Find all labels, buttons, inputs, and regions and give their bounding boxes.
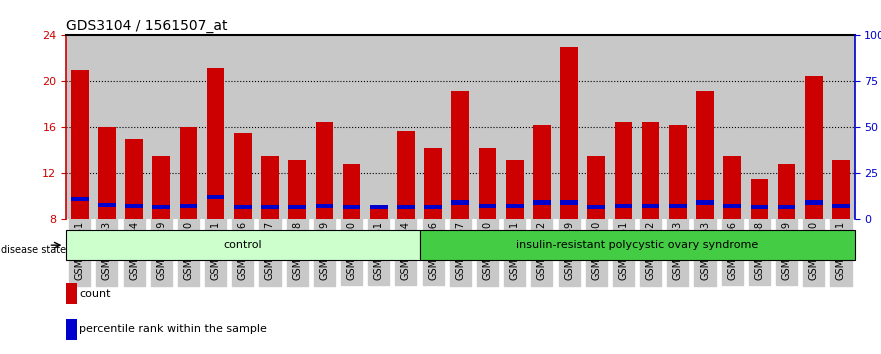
Bar <box>692 35 719 219</box>
Bar <box>642 204 660 208</box>
Bar <box>751 205 768 209</box>
Bar <box>615 204 633 208</box>
Bar <box>533 200 551 205</box>
Bar <box>66 35 93 219</box>
Bar <box>425 148 442 219</box>
Bar <box>451 91 470 219</box>
Text: GDS3104 / 1561507_at: GDS3104 / 1561507_at <box>66 19 227 33</box>
Bar <box>588 205 605 209</box>
Bar <box>642 122 660 219</box>
Bar <box>778 164 796 219</box>
Bar <box>70 70 88 219</box>
Bar <box>392 35 419 219</box>
Bar <box>451 200 470 205</box>
Bar <box>610 35 637 219</box>
Bar <box>447 35 474 219</box>
Bar <box>506 160 523 219</box>
Bar <box>180 204 197 208</box>
Bar <box>174 35 202 219</box>
Bar <box>529 35 556 219</box>
Bar <box>419 230 855 260</box>
Bar <box>805 200 823 205</box>
Bar <box>419 35 447 219</box>
Bar <box>723 204 741 208</box>
Bar <box>501 35 529 219</box>
Bar <box>560 47 578 219</box>
Bar <box>343 164 360 219</box>
Bar <box>723 156 741 219</box>
Bar <box>560 200 578 205</box>
Bar <box>66 230 419 260</box>
Bar <box>284 35 311 219</box>
Bar <box>773 35 800 219</box>
Bar <box>778 205 796 209</box>
Bar <box>397 131 415 219</box>
Bar <box>827 35 855 219</box>
Bar <box>751 179 768 219</box>
Bar <box>669 204 686 208</box>
Bar <box>311 35 338 219</box>
Bar <box>669 125 686 219</box>
Bar <box>98 203 115 207</box>
Bar <box>533 125 551 219</box>
Bar <box>719 35 746 219</box>
Bar <box>338 35 365 219</box>
Bar <box>93 35 121 219</box>
Bar <box>315 204 333 208</box>
Bar <box>615 122 633 219</box>
Bar <box>833 160 850 219</box>
Bar <box>152 205 170 209</box>
Bar <box>588 156 605 219</box>
Bar <box>315 122 333 219</box>
Bar <box>478 148 496 219</box>
Bar <box>556 35 582 219</box>
Bar <box>152 156 170 219</box>
Bar <box>370 206 388 219</box>
Bar <box>125 204 143 208</box>
Bar <box>261 156 278 219</box>
Bar <box>696 91 714 219</box>
Bar <box>805 76 823 219</box>
Text: percentile rank within the sample: percentile rank within the sample <box>79 324 267 334</box>
Bar <box>397 205 415 209</box>
Bar <box>343 205 360 209</box>
Bar <box>121 35 148 219</box>
Text: insulin-resistant polycystic ovary syndrome: insulin-resistant polycystic ovary syndr… <box>516 240 759 250</box>
Bar <box>98 127 115 219</box>
Text: count: count <box>79 289 111 299</box>
Bar <box>474 35 501 219</box>
Bar <box>288 205 306 209</box>
Bar <box>370 205 388 209</box>
Bar <box>664 35 692 219</box>
Bar <box>800 35 827 219</box>
Bar <box>207 195 225 199</box>
Bar <box>696 200 714 205</box>
Bar <box>365 35 392 219</box>
Bar <box>288 160 306 219</box>
Bar <box>202 35 229 219</box>
Bar <box>148 35 174 219</box>
Bar <box>582 35 610 219</box>
Bar <box>180 127 197 219</box>
Bar <box>478 204 496 208</box>
Bar <box>833 204 850 208</box>
Bar <box>256 35 284 219</box>
Bar <box>506 204 523 208</box>
Bar <box>746 35 773 219</box>
Bar <box>637 35 664 219</box>
Bar <box>207 68 225 219</box>
Text: disease state: disease state <box>1 245 69 255</box>
Text: control: control <box>224 240 263 250</box>
Bar <box>70 197 88 201</box>
Bar <box>125 139 143 219</box>
Bar <box>261 205 278 209</box>
Bar <box>234 133 252 219</box>
Bar <box>229 35 256 219</box>
Bar <box>234 205 252 209</box>
Bar <box>425 205 442 209</box>
